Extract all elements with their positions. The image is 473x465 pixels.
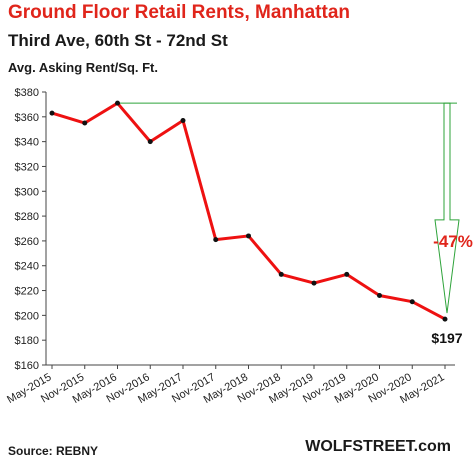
y-tick-label: $200 <box>15 310 39 322</box>
y-tick-label: $320 <box>15 161 39 173</box>
data-point <box>49 110 55 116</box>
y-tick-label: $160 <box>15 360 39 372</box>
data-point <box>180 118 186 124</box>
data-point <box>115 100 120 106</box>
data-point <box>409 299 415 305</box>
data-point <box>377 293 382 299</box>
chart-title: Ground Floor Retail Rents, Manhattan <box>8 2 351 23</box>
y-tick-label: $300 <box>15 186 39 198</box>
annotations: -47% $197 <box>431 232 472 346</box>
tick-labels: $160 $180 $200 $220 $240 $260 $280 $300 $320 $340… <box>5 87 446 406</box>
data-point <box>311 280 317 286</box>
last-value-label: $197 <box>431 330 462 346</box>
series-line <box>49 100 448 322</box>
y-tick-label: $360 <box>15 112 39 124</box>
y-tick-label: $260 <box>15 236 39 248</box>
y-tick-label: $340 <box>15 137 39 149</box>
y-tick-label: $240 <box>15 261 39 273</box>
y-tick-label: $180 <box>15 335 39 347</box>
data-point <box>278 271 284 277</box>
data-point <box>213 237 219 243</box>
chart-subtitle: Third Ave, 60th St - 72nd St <box>8 31 228 50</box>
y-tick-label: $280 <box>15 211 39 223</box>
change-percent-label: -47% <box>433 232 473 251</box>
brand-logo-text: WOLFSTREET.com <box>305 438 451 455</box>
y-tick-label: $220 <box>15 286 39 298</box>
source-note: Source: REBNY <box>8 444 99 458</box>
data-point <box>147 139 153 145</box>
data-point <box>442 316 448 322</box>
y-axis-label: Avg. Asking Rent/Sq. Ft. <box>8 60 158 75</box>
data-point <box>82 120 88 126</box>
y-tick-label: $380 <box>15 87 39 99</box>
data-point <box>246 233 251 239</box>
down-arrow <box>434 102 460 314</box>
data-point <box>344 271 350 277</box>
series-path <box>51 101 446 321</box>
axes <box>42 91 455 369</box>
change-arrow <box>117 102 460 314</box>
